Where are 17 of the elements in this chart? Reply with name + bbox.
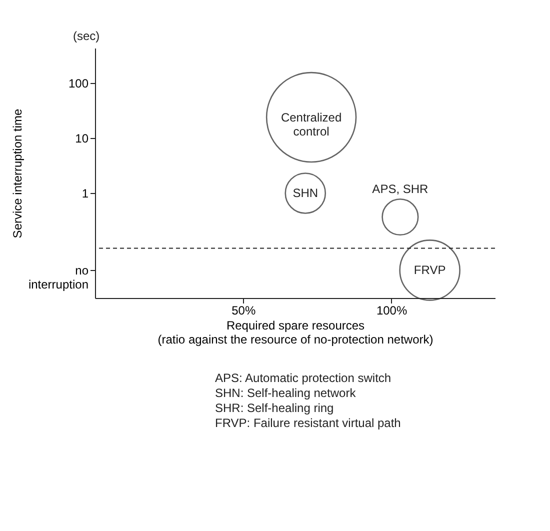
x-axis-title: Required spare resources (ratio against the resource of no-protection network) xyxy=(158,318,434,346)
text: SHR: Self-healing ring xyxy=(215,401,335,416)
y-tick-label: 10 xyxy=(75,132,89,146)
text: APS: Automatic protection switch xyxy=(215,371,392,386)
text: SHN: Self-healing network xyxy=(215,386,357,401)
y-axis-title: Service interruption time xyxy=(10,108,24,238)
x-tick-label: 100% xyxy=(376,304,408,318)
series-label: Centralized control xyxy=(280,110,342,138)
series-label: APS, SHR xyxy=(372,182,429,196)
y-tick-label: 100 xyxy=(68,76,89,91)
y-tick-label: 1 xyxy=(82,186,89,201)
series-label: FRVP xyxy=(414,263,446,278)
x-tick-label: 50% xyxy=(232,304,256,318)
text: FRVP: Failure resistant virtual path xyxy=(215,416,402,431)
text: (sec) xyxy=(73,29,100,43)
y-tick-label: no interruption xyxy=(28,264,89,292)
series-label: SHN xyxy=(292,186,318,200)
